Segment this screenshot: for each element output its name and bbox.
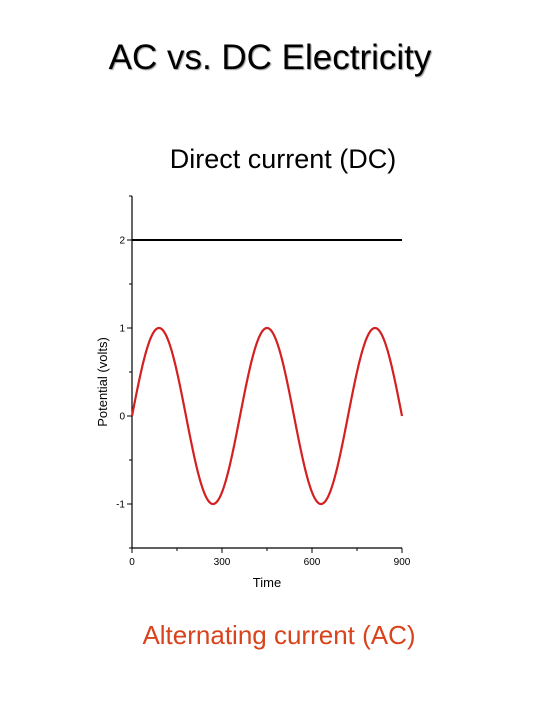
ac-label: Alternating current (AC) [142,620,416,650]
dc-label: Direct current (DC) [169,144,397,174]
x-tick-label: 900 [394,557,411,568]
y-tick-label: 2 [119,236,125,247]
slide-title: AC vs. DC Electricity [108,38,432,77]
y-tick-label: -1 [116,500,125,511]
x-tick-label: 600 [304,557,321,568]
chart-axes: -1 0 1 2 0 300 600 900 [116,195,411,568]
y-tick-label: 0 [119,412,125,423]
x-tick-label: 0 [129,557,135,568]
y-axis-label: Potential (volts) [95,337,110,427]
chart-series [130,239,404,506]
ac-sine-wave [130,326,404,506]
x-tick-label: 300 [214,557,231,568]
x-axis-label: Time [253,575,281,590]
y-tick-label: 1 [119,324,125,335]
